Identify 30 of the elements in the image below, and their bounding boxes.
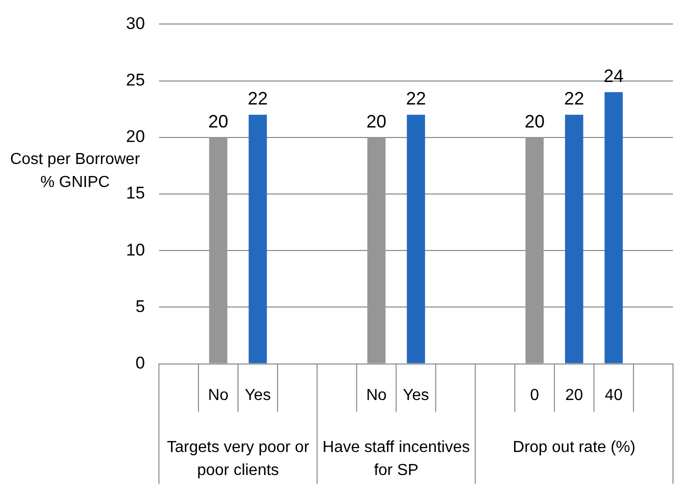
y-tick-label: 20 [126, 127, 145, 146]
x-tick-label: 20 [565, 386, 584, 404]
y-tick-label: 5 [135, 296, 145, 316]
x-tick-label: Yes [244, 386, 271, 404]
data-label: 20 [208, 111, 228, 132]
y-tick-label: 0 [135, 353, 145, 372]
data-label: 20 [524, 111, 545, 132]
bar [209, 137, 228, 364]
text: Targets very poor or poor clients [166, 439, 310, 480]
y-tick-label: 10 [126, 240, 145, 260]
text: Have staff incentives for SP [322, 439, 470, 480]
text: Drop out rate (%) [512, 439, 636, 456]
y-tick-label: 25 [126, 70, 145, 90]
bar [604, 92, 623, 364]
x-tick-label: 40 [604, 386, 623, 404]
data-label: 20 [366, 111, 386, 132]
data-label: 22 [564, 88, 584, 109]
data-label: 22 [248, 88, 268, 109]
x-tick-label: No [208, 386, 229, 404]
x-tick-label: Yes [402, 386, 430, 404]
bar [406, 114, 426, 364]
bar [525, 137, 544, 364]
bar [565, 114, 584, 364]
bar [367, 137, 386, 364]
data-label: 22 [406, 88, 426, 109]
y-tick-label: 30 [126, 14, 145, 33]
data-label: 24 [604, 66, 624, 86]
x-tick-label: No [366, 386, 387, 404]
x-tick-label: 0 [530, 386, 540, 404]
bar [248, 114, 267, 364]
